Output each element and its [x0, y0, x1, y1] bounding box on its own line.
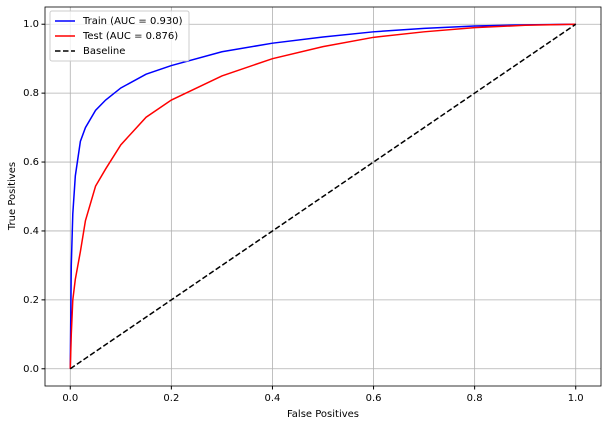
roc-line — [69, 23, 576, 369]
legend-box — [49, 10, 190, 62]
x-tick-label: 1.0 — [568, 393, 584, 404]
plot-frame — [44, 6, 602, 387]
y-tick-label: 0.2 — [23, 295, 39, 306]
x-tick-label: 0.8 — [467, 393, 483, 404]
x-tick-label: 0.4 — [265, 393, 281, 404]
legend-label: Test (AUC = 0.876) — [82, 31, 178, 42]
x-tick-label: 0.0 — [62, 393, 78, 404]
x-tick-label: 0.2 — [163, 393, 179, 404]
x-tick-label: 0.6 — [366, 393, 382, 404]
y-axis-label: True Positives — [7, 162, 18, 231]
y-tick-label: 0.8 — [23, 88, 39, 99]
y-tick-label: 1.0 — [23, 19, 39, 30]
roc-line — [69, 23, 577, 370]
y-tick-label: 0.0 — [23, 364, 39, 375]
y-tick-label: 0.4 — [23, 226, 39, 237]
x-axis-label: False Positives — [287, 409, 359, 420]
roc-line — [69, 23, 576, 369]
y-tick-label: 0.6 — [23, 157, 39, 168]
legend-label: Baseline — [83, 46, 125, 57]
legend-label: Train (AUC = 0.930) — [82, 16, 183, 27]
